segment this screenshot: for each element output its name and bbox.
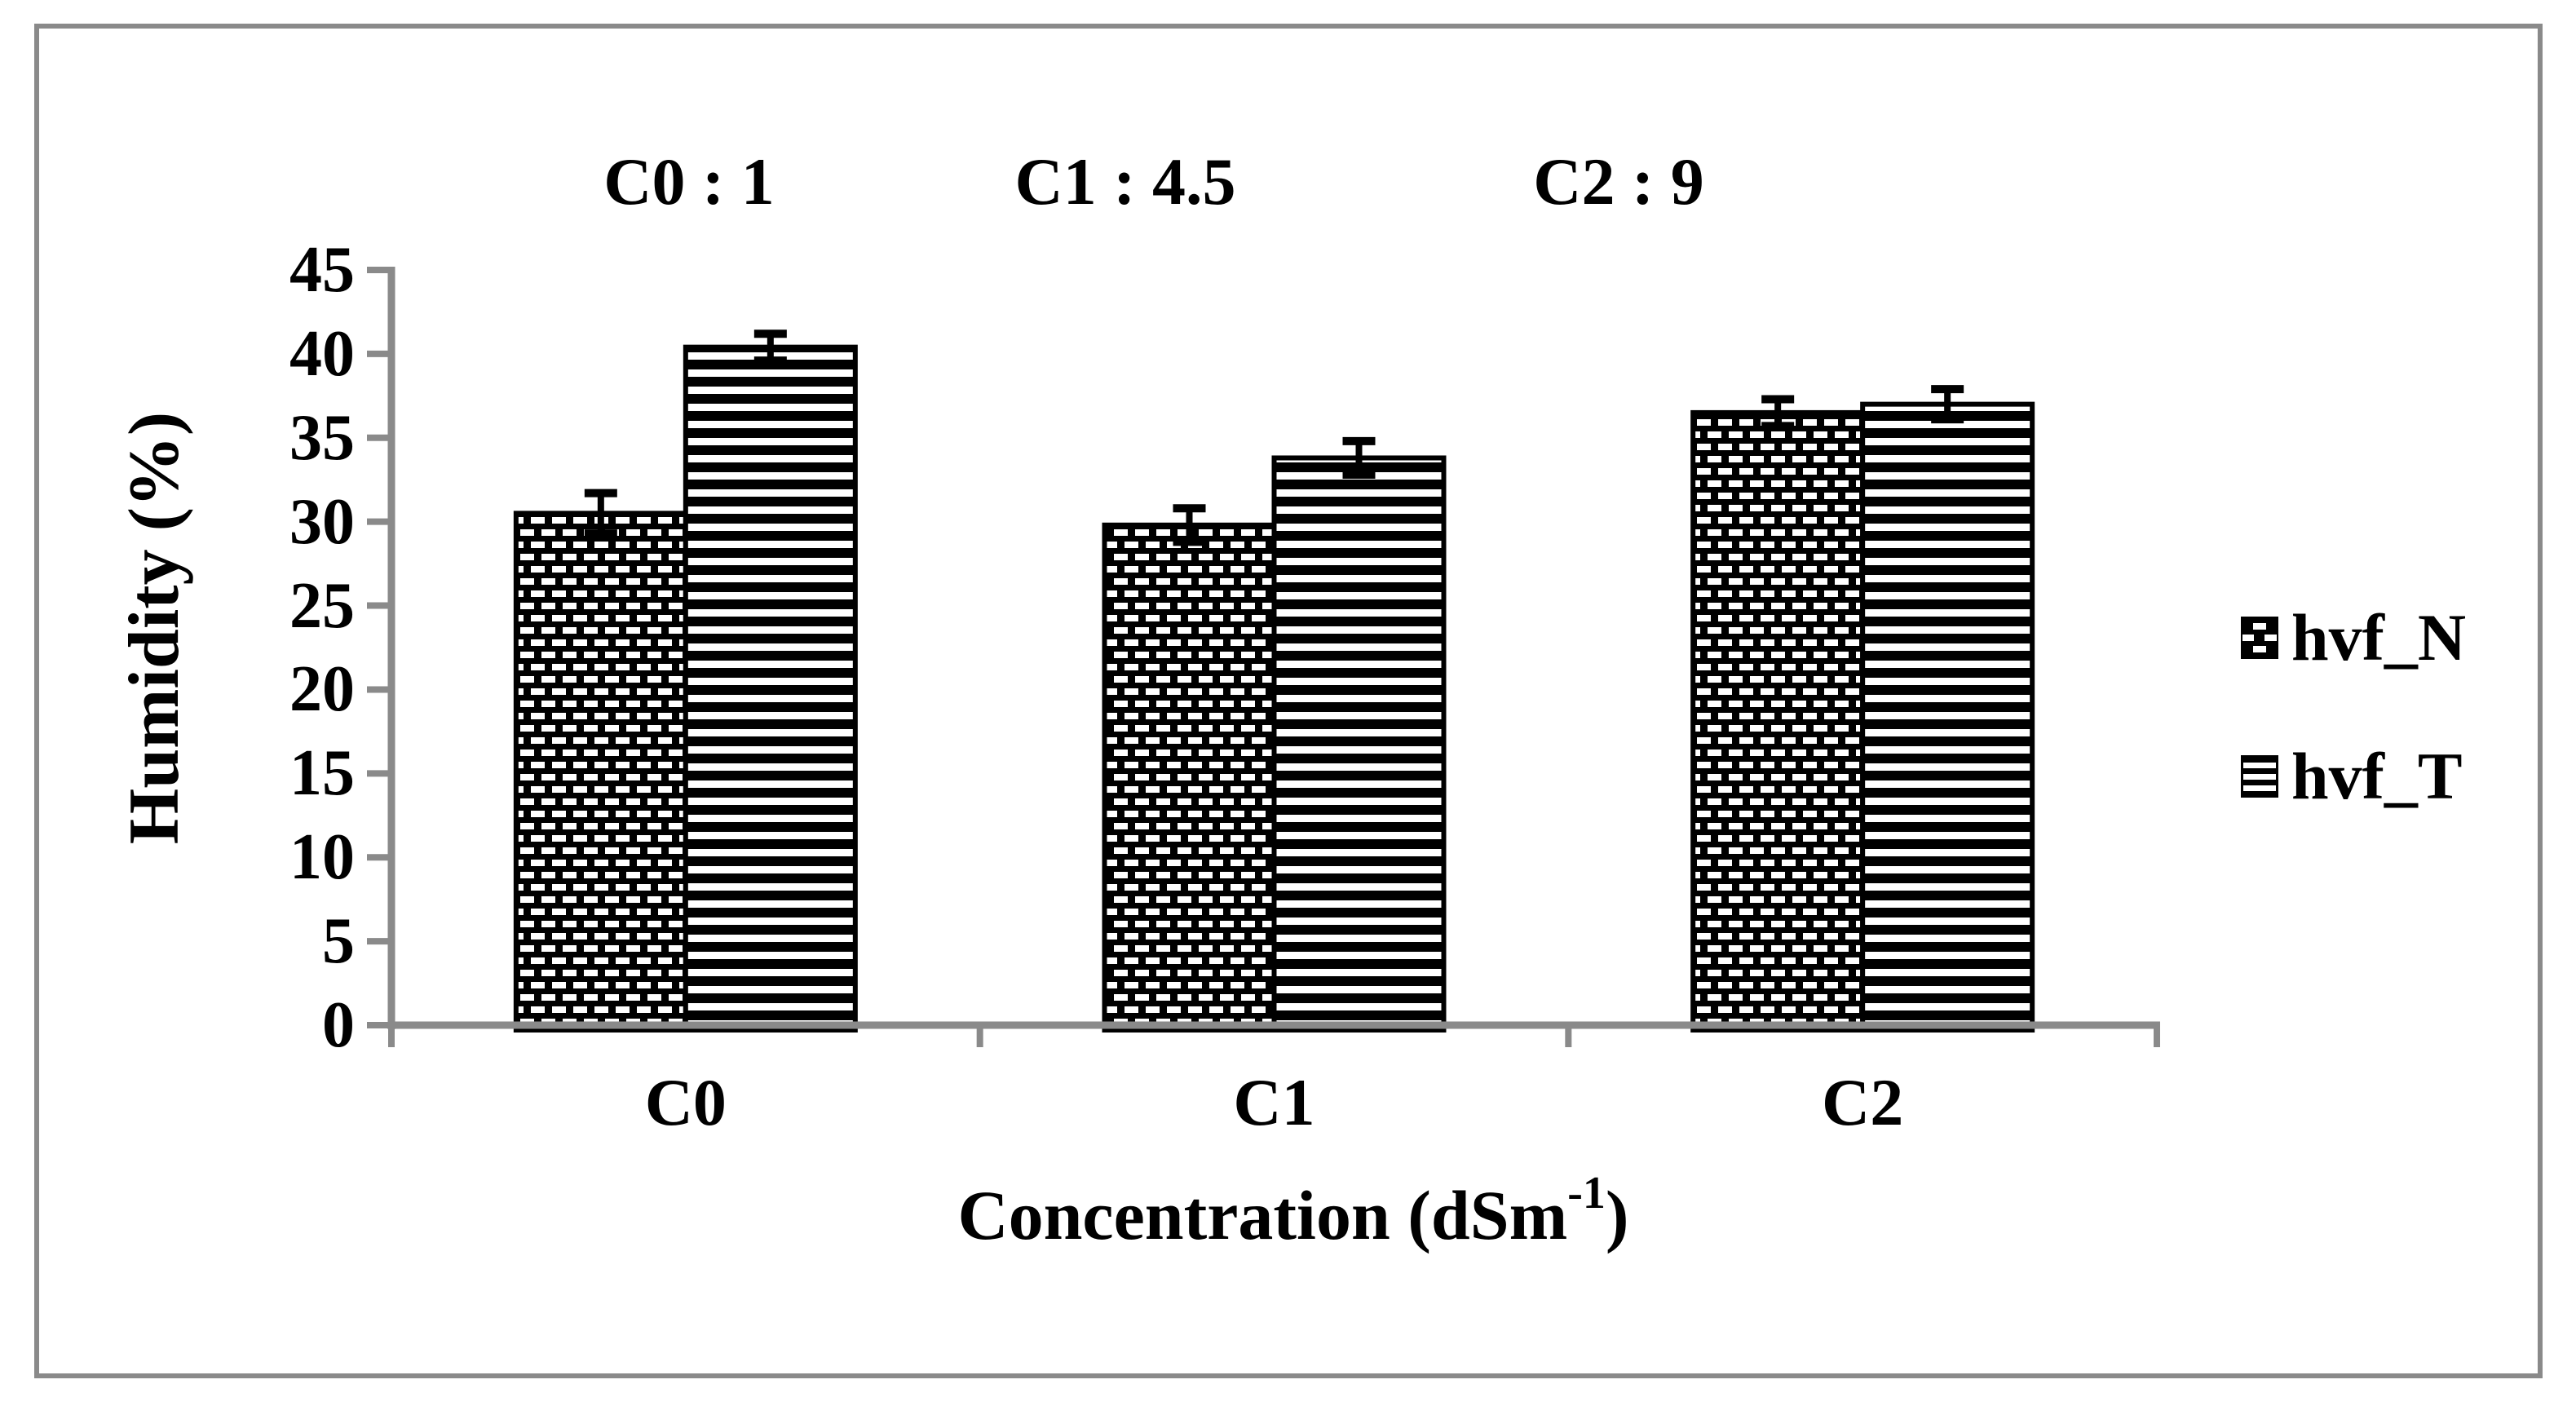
axes-group (367, 267, 2160, 1047)
legend-item-hvf-n: hvf_N (2241, 595, 2466, 680)
outer-border (34, 24, 2543, 1378)
x-category-label-C2: C2 (1822, 1065, 1904, 1139)
x-category-label-C0: C0 (644, 1065, 727, 1139)
y-axis-title: Humidity (%) (115, 411, 194, 845)
annotation-c1-ratio: C1 : 4.5 (1014, 144, 1236, 219)
x-axis-title-superscript: -1 (1567, 1168, 1606, 1218)
legend-label-hvf-n: hvf_N (2291, 600, 2467, 674)
y-tick-label-20: 20 (289, 653, 355, 726)
x-axis-title: Concentration (dSm-1) (957, 1148, 1628, 1260)
x-axis-title-text: Concentration (dSm (957, 1176, 1568, 1254)
y-tick-label-45: 45 (289, 234, 355, 306)
hvf-n-pattern-swatch-icon (2241, 617, 2278, 659)
legend-item-hvf-t: hvf_T (2241, 734, 2466, 819)
legend: hvf_N hvf_T (2241, 595, 2466, 819)
x-category-label-C1: C1 (1233, 1065, 1315, 1139)
y-tick-label-40: 40 (289, 317, 355, 390)
bars-group (513, 344, 2035, 1033)
hvf-t-pattern-swatch-icon (2241, 755, 2278, 798)
y-tick-label-25: 25 (289, 569, 355, 642)
y-tick-label-10: 10 (289, 821, 355, 894)
y-tick-label-5: 5 (322, 905, 355, 978)
bar-hvf_T-C1 (1271, 455, 1447, 1033)
y-tick-label-30: 30 (289, 485, 355, 558)
bar-hvf_N-C1 (1102, 522, 1277, 1033)
error-bars-group (584, 329, 1964, 546)
bar-hvf_T-C0 (683, 344, 858, 1033)
annotation-c0-ratio: C0 : 1 (603, 144, 775, 219)
legend-label-hvf-t: hvf_T (2291, 739, 2463, 813)
y-tick-label-15: 15 (289, 737, 355, 810)
bar-hvf_N-C2 (1690, 409, 1866, 1033)
y-tick-label-0: 0 (322, 989, 355, 1061)
x-axis-title-close: ) (1605, 1176, 1629, 1254)
bar-hvf_N-C0 (513, 511, 688, 1033)
y-tick-label-35: 35 (289, 401, 355, 474)
annotation-c2-ratio: C2 : 9 (1533, 144, 1704, 219)
bar-hvf_T-C2 (1860, 401, 2035, 1033)
